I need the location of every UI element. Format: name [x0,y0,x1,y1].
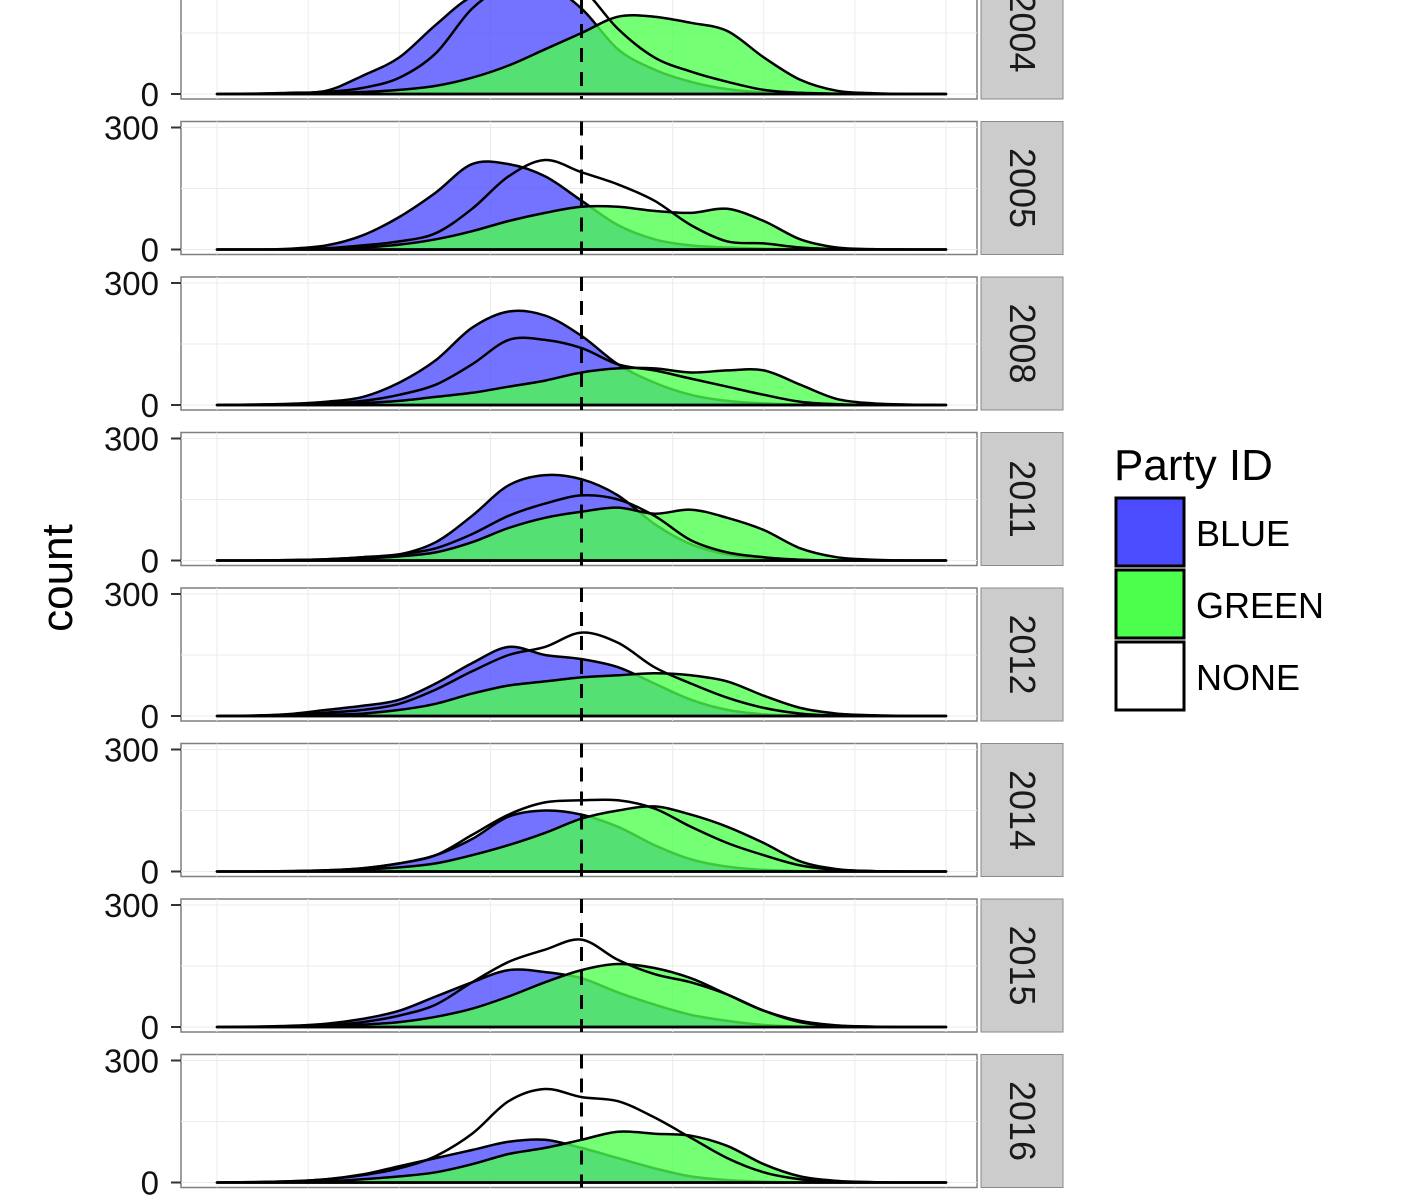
y-tick-label: 0 [141,76,159,113]
y-tick-label: 0 [141,1009,159,1046]
density-none [215,494,948,562]
y-tick-label: 300 [104,421,159,458]
legend-key-green [1114,568,1186,640]
y-axis-title: count [33,524,82,632]
y-tick-label: 300 [104,576,159,613]
legend-label-none: NONE [1196,657,1300,698]
facet-strip-label: 2016 [1002,1081,1043,1161]
facet-strip [980,0,1064,100]
legend-key-blue [1114,496,1186,568]
density-none [215,0,948,96]
panel-2012: 0 300 2012 [104,576,1064,735]
y-tick-label: 0 [141,698,159,735]
y-tick-label: 300 [104,732,159,769]
facet-strip [980,432,1064,566]
y-tick-label: 0 [141,232,159,269]
facet-strip [980,898,1064,1033]
facet-strip [980,121,1064,255]
density-none [215,631,948,718]
panel-2014: 0 300 2014 [104,732,1064,891]
facet-strip-label: 2015 [1002,925,1043,1005]
density-none [215,1087,948,1184]
facet-strip [980,1054,1064,1188]
facet-panels: 0300200403002005030020080300201103002012… [104,0,1064,1200]
panel-2011: 0 300 2011 [104,421,1064,580]
panel-2008: 0 300 2008 [104,265,1064,424]
y-tick-label: 300 [104,110,159,147]
facet-strip-label: 2004 [1002,0,1043,73]
density-none [215,336,948,407]
legend: Party ID BLUE GREEN NONE [1114,441,1324,712]
panel-2016: 0 300 2016 [104,1043,1064,1200]
facet-strip-label: 2008 [1002,303,1043,383]
facet-strip-label: 2014 [1002,770,1043,850]
y-tick-label: 300 [104,1043,159,1080]
facet-strip-label: 2005 [1002,148,1043,228]
panel-2015: 0 300 2015 [104,887,1064,1046]
y-tick-label: 0 [141,387,159,424]
y-tick-label: 0 [141,854,159,891]
legend-label-blue: BLUE [1196,513,1290,554]
legend-title: Party ID [1114,441,1273,490]
facet-strip-label: 2011 [1002,460,1043,537]
facet-strip [980,743,1064,877]
facet-strip [980,276,1064,411]
y-tick-label: 0 [141,543,159,580]
facet-strip [980,587,1064,722]
y-tick-label: 300 [104,265,159,302]
legend-label-green: GREEN [1196,585,1324,626]
panel-2005: 0 300 2005 [104,110,1064,269]
legend-key-none [1114,640,1186,712]
density-none [215,938,948,1029]
y-tick-label: 300 [104,887,159,924]
y-tick-label: 0 [141,1165,159,1200]
facet-strip-label: 2012 [1002,614,1043,694]
panel-2004: 03002004 [141,0,1064,113]
